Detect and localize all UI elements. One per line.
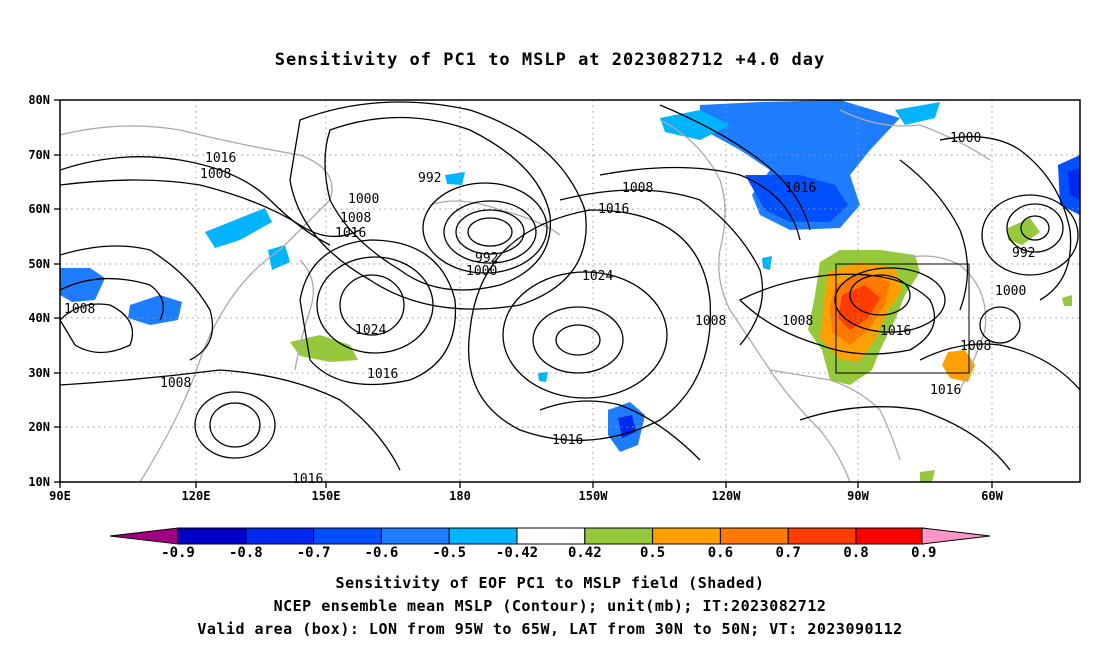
contour-label: 1008 <box>160 376 191 391</box>
lon-label: 120W <box>712 489 742 503</box>
contour-label: 1024 <box>355 323 386 338</box>
contour-label: 1016 <box>367 367 398 382</box>
contour-label: 1016 <box>552 433 583 448</box>
colorbar-swatch <box>177 527 247 545</box>
lon-label: 150E <box>312 489 341 503</box>
colorbar-swatch <box>448 527 518 545</box>
colorbar-label: 0.5 <box>640 545 665 561</box>
mslp-contours <box>60 101 1080 471</box>
shade-bering <box>445 172 465 185</box>
contour-label: 1000 <box>348 192 379 207</box>
colorbar-max-arrow <box>921 527 991 545</box>
shade-small-1 <box>762 256 772 270</box>
latitude-labels: 80N 70N 60N 50N 40N 30N 20N 10N <box>28 93 50 489</box>
lat-label: 30N <box>28 366 50 380</box>
colorbar-label: 0.9 <box>911 545 936 561</box>
colorbar-swatch <box>787 527 857 545</box>
shade-asia-4 <box>128 295 182 325</box>
shade-small-2 <box>538 372 548 382</box>
contour-label: 1016 <box>785 181 816 196</box>
colorbar-label: -0.5 <box>432 545 466 561</box>
contour-label: 1016 <box>335 226 366 241</box>
shade-asia-2 <box>268 245 290 270</box>
valid-area-box <box>835 263 970 374</box>
longitude-labels: 90E 120E 150E 180 150W 120W 90W 60W <box>49 489 1003 503</box>
caption-shading: Sensitivity of EOF PC1 to MSLP field (Sh… <box>335 574 765 592</box>
colorbar-label: -0.9 <box>161 545 195 561</box>
contour-label: 1024 <box>582 269 613 284</box>
lon-label: 60W <box>981 489 1003 503</box>
colorbar-swatch <box>313 527 382 545</box>
contour-label: 1008 <box>695 314 726 329</box>
contour-labels: 1016 1008 992 1000 1008 1016 992 1000 10… <box>64 131 1035 487</box>
lat-label: 50N <box>28 257 50 271</box>
contour-label: 1008 <box>960 339 991 354</box>
colorbar-swatch <box>516 527 586 545</box>
colorbar-label: -0.8 <box>229 545 263 561</box>
lon-label: 150W <box>579 489 609 503</box>
shade-greenland <box>895 102 940 125</box>
colorbar-swatch <box>380 527 450 545</box>
colorbar-label: 0.8 <box>843 545 868 561</box>
colorbar-label: -0.7 <box>297 545 331 561</box>
contour-label: 1000 <box>466 264 497 279</box>
contour-label: 1008 <box>782 314 813 329</box>
contour-label: 1016 <box>930 383 961 398</box>
contour-label: 1008 <box>340 211 371 226</box>
colorbar-label: 0.7 <box>776 545 801 561</box>
contour-label: 1008 <box>622 181 653 196</box>
lat-label: 10N <box>28 475 50 489</box>
lat-label: 20N <box>28 420 50 434</box>
contour-label: 992 <box>475 251 498 266</box>
shade-positive-us-core <box>838 285 880 330</box>
contour-label: 1016 <box>205 151 236 166</box>
colorbar-label: 0.6 <box>708 545 733 561</box>
contour-label: 992 <box>1012 246 1035 261</box>
lon-label: 90W <box>847 489 869 503</box>
colorbar-swatch <box>245 527 315 545</box>
lat-label: 60N <box>28 202 50 216</box>
map-title: Sensitivity of PC1 to MSLP at 2023082712… <box>274 50 826 70</box>
colorbar-swatch <box>584 527 654 545</box>
shade-positive-atlantic <box>942 350 975 382</box>
colorbar-min-arrow <box>109 527 179 545</box>
lat-label: 70N <box>28 148 50 162</box>
shade-atlantic-dark <box>1068 168 1080 200</box>
colorbar-swatch <box>719 527 789 545</box>
colorbar-label: -0.42 <box>496 545 538 561</box>
contour-label: 1008 <box>200 167 231 182</box>
contour-label: 1016 <box>292 472 323 487</box>
shade-small-3 <box>920 470 935 482</box>
contour-label: 1000 <box>995 284 1026 299</box>
lat-label: 80N <box>28 93 50 107</box>
colorbar-label: -0.6 <box>365 545 399 561</box>
contour-label: 1000 <box>950 131 981 146</box>
lon-label: 120E <box>182 489 211 503</box>
lon-label: 90E <box>49 489 71 503</box>
map-frame <box>59 99 1081 483</box>
contour-label: 1008 <box>64 302 95 317</box>
lon-label: 180 <box>449 489 471 503</box>
caption-contour: NCEP ensemble mean MSLP (Contour); unit(… <box>273 597 827 615</box>
shade-positive-newfoundland <box>1008 218 1040 245</box>
shade-small-4 <box>1062 295 1072 306</box>
axis-ticks <box>54 99 993 488</box>
shade-asia-1 <box>205 208 272 248</box>
shade-negative-canada <box>700 100 900 230</box>
lat-label: 40N <box>28 311 50 325</box>
contour-label: 1016 <box>880 324 911 339</box>
colorbar-swatch <box>855 527 925 545</box>
contour-label: 992 <box>418 171 441 186</box>
colorbar-label: 0.42 <box>568 545 602 561</box>
shade-asia-3 <box>60 268 105 302</box>
contour-label: 1016 <box>598 202 629 217</box>
colorbar-swatch <box>652 527 721 545</box>
colorbar: -0.9 -0.8 -0.7 -0.6 -0.5 -0.42 0.42 0.5 0.6 0.7 0.… <box>109 527 991 561</box>
shade-alaska <box>660 110 730 140</box>
caption-valid-area: Valid area (box): LON from 95W to 65W, L… <box>197 620 903 638</box>
